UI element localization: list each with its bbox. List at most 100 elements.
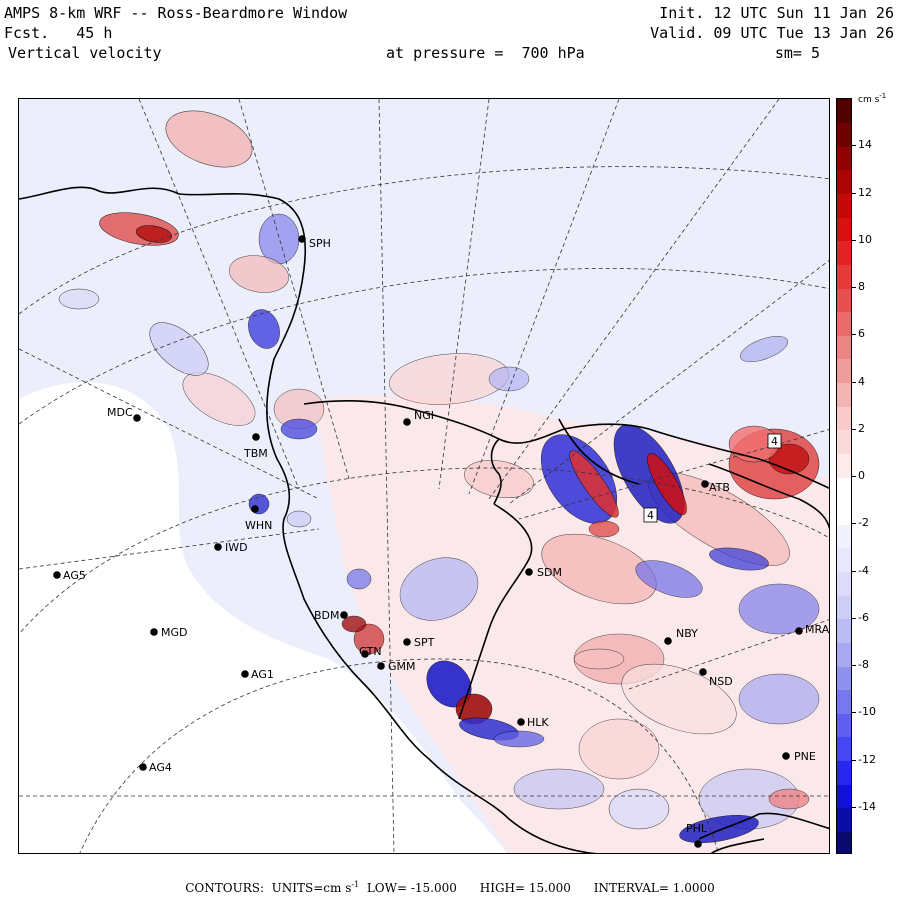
station-mra[interactable]: MRA	[795, 623, 829, 636]
station-phl[interactable]: PHL	[686, 822, 708, 848]
station-mgd[interactable]: MGD	[150, 626, 188, 639]
station-ctn[interactable]: CTN	[359, 645, 382, 658]
colorbar-tick-label: -8	[858, 658, 869, 671]
colorbar-segment	[837, 595, 851, 620]
station-bdm[interactable]: BDM	[314, 609, 348, 622]
colorbar-segment	[837, 760, 851, 785]
velocity-contour	[165, 110, 253, 168]
svg-text:PNE: PNE	[794, 750, 816, 763]
svg-text:MRA: MRA	[805, 623, 830, 636]
colorbar-tick	[852, 381, 856, 383]
velocity-contour	[229, 255, 289, 293]
station-whn[interactable]: WHN	[245, 505, 272, 532]
svg-text:AG5: AG5	[63, 569, 86, 582]
station-ag5[interactable]: AG5	[53, 569, 86, 582]
colorbar-segment	[837, 264, 851, 289]
colorbar-segment	[837, 736, 851, 761]
colorbar-segment	[837, 831, 851, 853]
svg-text:BDM: BDM	[314, 609, 340, 622]
colorbar-segment	[837, 453, 851, 478]
svg-text:SDM: SDM	[537, 566, 562, 579]
station-nsd[interactable]: NSD	[699, 668, 733, 688]
colorbar-tick	[852, 759, 856, 761]
velocity-contour	[635, 560, 703, 598]
colorbar-tick	[852, 476, 856, 477]
velocity-contour	[182, 372, 256, 426]
contours-label: CONTOURS:	[185, 881, 265, 895]
colorbar	[836, 98, 852, 854]
velocity-contour	[578, 718, 660, 780]
station-tbm[interactable]: TBM	[243, 433, 268, 460]
colorbar-tick-label: -2	[858, 516, 869, 530]
station-sph[interactable]: SPH	[298, 235, 331, 250]
colorbar-tick	[852, 428, 856, 430]
colorbar-segment	[837, 240, 851, 265]
svg-text:WHN: WHN	[245, 519, 272, 532]
velocity-contour	[493, 730, 545, 748]
colorbar-segment	[837, 618, 851, 643]
station-mdc[interactable]: MDC	[107, 406, 141, 422]
velocity-contour	[58, 288, 100, 310]
station-ag4[interactable]: AG4	[139, 761, 172, 774]
colorbar-tick	[852, 570, 856, 572]
colorbar-tick-label: -10	[858, 705, 876, 719]
station-hlk[interactable]: HLK	[517, 716, 549, 729]
colorbar-tick-label: -4	[858, 563, 869, 577]
colorbar-segment	[837, 288, 851, 313]
colorbar-tick-label: -6	[858, 610, 869, 624]
svg-text:TBM: TBM	[243, 447, 268, 460]
colorbar-tick	[852, 145, 856, 147]
colorbar-segment	[837, 807, 851, 832]
station-gmm[interactable]: GMM	[377, 660, 416, 673]
colorbar-tick-label: 14	[858, 138, 872, 152]
station-pne[interactable]: PNE	[782, 750, 816, 763]
forecast-hour: Fcst. 45 h	[4, 24, 112, 42]
map-canvas: 4 4 MDC TBM NGI WHN IWD AG5 MGD AG1 AG4 …	[19, 99, 829, 853]
colorbar-tick-label: 4	[858, 374, 865, 388]
colorbar-segment	[837, 666, 851, 691]
velocity-contour	[399, 557, 479, 621]
high-value: HIGH= 15.000	[479, 881, 571, 895]
colorbar-ticks: 14 12 10 8 6 4 2 0 -2 -4 -6 -8 -10 -12 -14	[852, 98, 900, 854]
station-sdm[interactable]: SDM	[525, 566, 562, 579]
forecast-label: Fcst.	[4, 24, 50, 42]
svg-text:MDC: MDC	[107, 406, 133, 419]
colorbar-segment	[837, 406, 851, 431]
colorbar-units: cm s-1	[858, 92, 887, 105]
svg-text:HLK: HLK	[527, 716, 549, 729]
init-time: Init. 12 UTC Sun 11 Jan 26	[659, 4, 894, 22]
velocity-contour	[488, 366, 530, 392]
station-nby[interactable]: NBY	[664, 627, 698, 645]
field-name: Vertical velocity	[8, 44, 162, 62]
colorbar-segment	[837, 99, 851, 124]
svg-text:GMM: GMM	[388, 660, 416, 673]
colorbar-segment	[837, 524, 851, 549]
svg-text:PHL: PHL	[686, 822, 708, 835]
contour-footer: CONTOURS: UNITS=cm s-1 LOW= -15.000 HIGH…	[185, 880, 715, 895]
station-ag1[interactable]: AG1	[241, 668, 274, 681]
svg-text:NSD: NSD	[709, 675, 733, 688]
colorbar-tick-label: 6	[858, 327, 865, 341]
colorbar-tick-label: -12	[858, 752, 876, 766]
colorbar-tick-label: -14	[858, 799, 876, 813]
station-ngi[interactable]: NGI	[403, 409, 434, 426]
velocity-contour	[258, 213, 300, 265]
station-atb[interactable]: ATB	[701, 480, 730, 494]
map-panel: 4 4 MDC TBM NGI WHN IWD AG5 MGD AG1 AG4 …	[18, 98, 830, 854]
latlon-grid	[19, 99, 829, 853]
low-value: LOW= -15.000	[366, 881, 457, 895]
colorbar-tick	[852, 617, 856, 619]
velocity-contour	[513, 768, 605, 810]
station-iwd[interactable]: IWD	[214, 541, 248, 554]
colorbar-segment	[837, 169, 851, 194]
velocity-field	[58, 110, 820, 843]
colorbar-tick	[852, 523, 856, 525]
velocity-contour	[738, 583, 820, 635]
station-layer: MDC TBM NGI WHN IWD AG5 MGD AG1 AG4 BDM …	[53, 235, 829, 848]
velocity-contour	[353, 623, 385, 655]
velocity-contour	[709, 547, 769, 571]
colorbar-segment	[837, 477, 851, 502]
station-spt[interactable]: SPT	[403, 636, 435, 649]
colorbar-tick	[852, 192, 856, 194]
colorbar-segment	[837, 122, 851, 147]
